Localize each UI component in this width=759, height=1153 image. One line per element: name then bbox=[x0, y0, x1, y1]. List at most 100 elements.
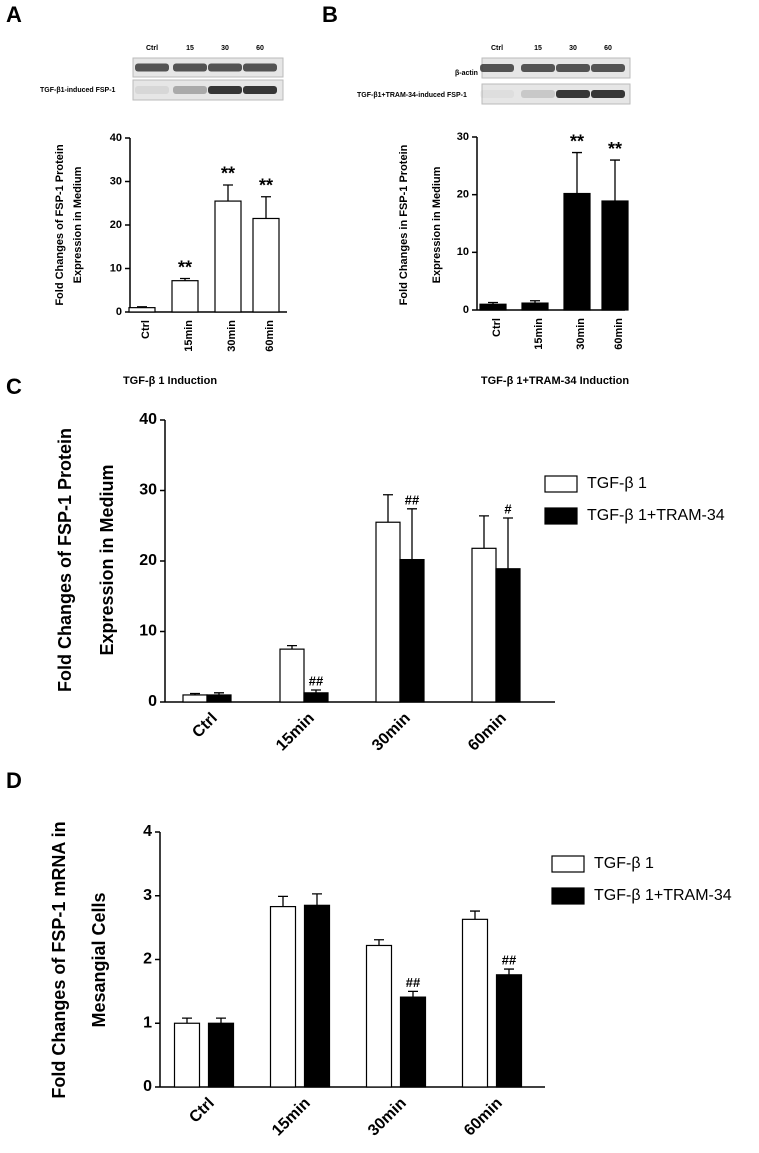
bar bbox=[601, 200, 629, 311]
significance-mark: ** bbox=[259, 175, 273, 195]
x-tick-label: 30min bbox=[575, 318, 587, 350]
bar bbox=[207, 1022, 235, 1088]
error-bar bbox=[261, 196, 271, 219]
error-bar bbox=[223, 184, 233, 202]
significance-mark: ## bbox=[406, 975, 421, 990]
legend-label: TGF-β 1+TRAM-34 bbox=[594, 887, 732, 904]
y-axis-label: Expression in Medium bbox=[97, 464, 117, 655]
error-bar bbox=[383, 494, 393, 523]
y-tick-label: 0 bbox=[143, 1078, 152, 1095]
bar bbox=[182, 694, 208, 703]
blot-band bbox=[556, 90, 590, 98]
lane-label: 15 bbox=[186, 45, 194, 52]
lane-label: 15 bbox=[534, 45, 542, 52]
blot-band bbox=[591, 90, 625, 98]
blot-band bbox=[521, 64, 555, 72]
blot-band bbox=[243, 63, 277, 72]
lane-label: Ctrl bbox=[146, 45, 158, 52]
bar bbox=[375, 521, 401, 703]
lane-label: Ctrl bbox=[491, 45, 503, 52]
significance-mark: ** bbox=[608, 139, 622, 159]
error-bar bbox=[312, 893, 322, 906]
bar bbox=[269, 905, 297, 1088]
bar bbox=[279, 648, 305, 703]
legend-label: TGF-β 1 bbox=[594, 855, 654, 872]
x-tick-label: 15min bbox=[533, 318, 545, 350]
blot-band bbox=[135, 86, 169, 94]
bar bbox=[128, 307, 156, 313]
error-bar bbox=[278, 895, 288, 907]
legend-swatch bbox=[544, 475, 578, 493]
error-bar bbox=[182, 1017, 192, 1024]
panel-letter: D bbox=[6, 768, 22, 793]
blot-band bbox=[173, 63, 207, 72]
lane-label: 60 bbox=[604, 45, 612, 52]
significance-mark: ** bbox=[221, 164, 235, 184]
y-tick-label: 2 bbox=[143, 951, 152, 968]
error-bar bbox=[311, 689, 321, 693]
x-tick-label: 30min bbox=[365, 1095, 410, 1140]
bar bbox=[495, 974, 523, 1088]
blot-band bbox=[591, 64, 625, 72]
bar bbox=[461, 918, 489, 1088]
y-axis-label: Mesangial Cells bbox=[89, 892, 109, 1027]
bar bbox=[214, 200, 242, 313]
bar bbox=[303, 904, 331, 1088]
x-tick-label: Ctrl bbox=[140, 320, 152, 339]
blot-band bbox=[521, 90, 555, 98]
bar bbox=[495, 568, 521, 703]
x-tick-label: 30min bbox=[226, 320, 238, 352]
error-bar bbox=[180, 277, 190, 281]
blot-label: TGF-β1-induced FSP-1 bbox=[40, 87, 116, 94]
y-axis-label: Fold Changes in FSP-1 Protein bbox=[398, 144, 410, 305]
blot-band bbox=[173, 86, 207, 94]
blot-label: TGF-β1+TRAM-34-induced FSP-1 bbox=[357, 92, 467, 99]
significance-mark: ** bbox=[570, 131, 584, 151]
error-bar bbox=[488, 301, 498, 305]
legend-swatch bbox=[544, 507, 578, 525]
bar bbox=[365, 944, 393, 1088]
error-bar bbox=[137, 306, 147, 308]
y-tick-label: 0 bbox=[148, 693, 157, 710]
y-tick-label: 1 bbox=[143, 1014, 152, 1031]
lane-label: 30 bbox=[569, 45, 577, 52]
bar bbox=[399, 996, 427, 1088]
error-bar bbox=[610, 159, 620, 202]
significance-mark: # bbox=[504, 501, 512, 516]
blot-band bbox=[480, 64, 514, 72]
blot-band bbox=[208, 63, 242, 72]
error-bar bbox=[504, 968, 514, 975]
significance-mark: ## bbox=[502, 953, 517, 968]
bar bbox=[521, 302, 549, 311]
panel-letter: B bbox=[322, 2, 338, 27]
y-tick-label: 30 bbox=[110, 175, 122, 187]
panel-letter: C bbox=[6, 374, 22, 399]
error-bar bbox=[408, 990, 418, 998]
error-bar bbox=[503, 517, 513, 569]
blot-band bbox=[208, 86, 242, 94]
y-tick-label: 10 bbox=[139, 623, 157, 640]
x-tick-label: Ctrl bbox=[491, 318, 503, 337]
y-tick-label: 40 bbox=[139, 411, 157, 428]
error-bar bbox=[216, 1017, 226, 1024]
x-axis-label: TGF-β 1 Induction bbox=[123, 375, 217, 387]
y-axis-label: Fold Changes of FSP-1 Protein bbox=[54, 144, 66, 306]
y-tick-label: 3 bbox=[143, 887, 152, 904]
lane-label: 30 bbox=[221, 45, 229, 52]
y-tick-label: 0 bbox=[116, 306, 122, 318]
x-tick-label: Ctrl bbox=[189, 710, 221, 742]
legend-swatch bbox=[551, 887, 585, 905]
y-tick-label: 20 bbox=[139, 552, 157, 569]
blot-band bbox=[243, 86, 277, 94]
significance-mark: ## bbox=[309, 673, 324, 688]
error-bar bbox=[530, 300, 540, 304]
x-tick-label: 15min bbox=[183, 320, 195, 352]
y-tick-label: 4 bbox=[143, 823, 152, 840]
y-tick-label: 40 bbox=[110, 132, 122, 144]
x-tick-label: 15min bbox=[273, 710, 318, 755]
error-bar bbox=[407, 508, 417, 560]
legend-label: TGF-β 1+TRAM-34 bbox=[587, 507, 725, 524]
blot-band bbox=[135, 63, 169, 72]
blot-band bbox=[480, 90, 514, 98]
